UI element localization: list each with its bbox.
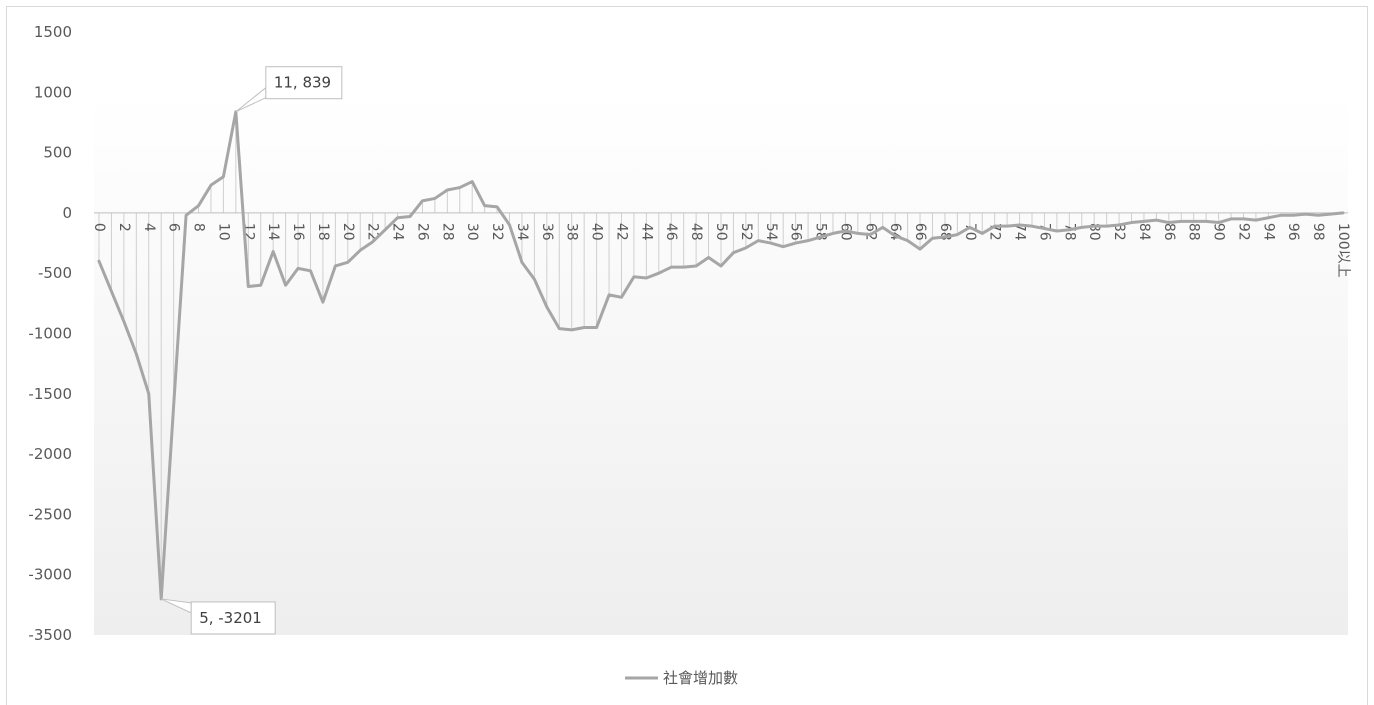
x-tick-label: 94 — [1260, 223, 1276, 241]
y-tick-label: -3500 — [28, 626, 72, 644]
x-tick-label: 16 — [290, 223, 306, 241]
x-tick-label: 54 — [763, 223, 779, 241]
y-tick-label: -2000 — [28, 445, 72, 463]
x-tick-label: 90 — [1211, 223, 1227, 241]
x-tick-label: 0 — [91, 223, 107, 232]
x-tick-label: 88 — [1186, 223, 1202, 241]
callout-box — [190, 601, 276, 635]
y-tick-label: 1500 — [34, 23, 72, 41]
x-tick-label: 10 — [215, 223, 231, 241]
y-tick-label: 0 — [62, 204, 72, 222]
x-tick-label: 4 — [141, 223, 157, 232]
x-tick-label: 86 — [1161, 223, 1177, 241]
x-tick-label: 14 — [265, 223, 281, 241]
callout-box — [265, 66, 343, 100]
y-axis: 1500 1000 500 0 -500 -1000 -1500 -2000 -2500 -300… — [28, 23, 72, 644]
y-tick-label: -1500 — [28, 385, 72, 403]
y-tick-label: -3000 — [28, 566, 72, 584]
data-callout: 5, -3201 — [160, 598, 276, 635]
x-tick-label: 52 — [738, 223, 754, 241]
series-line — [97, 110, 1345, 601]
x-tick-label: 44 — [638, 223, 654, 241]
x-tick-label: 96 — [1285, 223, 1301, 241]
x-tick-label: 26 — [414, 223, 430, 241]
x-tick-label: 18 — [315, 223, 331, 241]
x-tick-label: 42 — [613, 223, 629, 241]
callout-label: 5, -3201 — [199, 609, 262, 627]
x-tick-label: 62 — [862, 223, 878, 241]
drop-lines — [98, 111, 1332, 599]
x-tick-label: 56 — [788, 223, 804, 241]
x-tick-label: 46 — [663, 223, 679, 241]
x-tick-label: 76 — [1036, 223, 1052, 241]
y-tick-label: -500 — [38, 264, 72, 282]
x-tick-label: 48 — [688, 223, 704, 241]
x-tick-label: 100以上 — [1335, 223, 1351, 278]
x-tick-label: 74 — [1012, 223, 1028, 241]
plot-area — [94, 94, 1348, 635]
x-tick-label: 8 — [191, 223, 207, 232]
x-tick-label: 40 — [589, 223, 605, 241]
x-tick-label: 50 — [713, 223, 729, 241]
y-tick-label: 500 — [43, 144, 72, 162]
y-tick-label: 1000 — [34, 83, 72, 101]
x-tick-label: 38 — [564, 223, 580, 241]
x-tick-label: 70 — [962, 223, 978, 241]
legend: 社會增加數 — [625, 669, 738, 687]
x-tick-label: 6 — [166, 223, 182, 232]
data-callouts: 11, 839 5, -3201 — [160, 66, 343, 635]
x-tick-label: 36 — [539, 223, 555, 241]
x-tick-label: 28 — [439, 223, 455, 241]
x-tick-label: 84 — [1136, 223, 1152, 241]
callout-label: 11, 839 — [274, 74, 331, 92]
y-tick-label: -2500 — [28, 505, 72, 523]
y-tick-label: -1000 — [28, 325, 72, 343]
x-tick-label: 66 — [912, 223, 928, 241]
x-tick-label: 78 — [1061, 223, 1077, 241]
x-tick-label: 20 — [340, 223, 356, 241]
x-tick-label: 82 — [1111, 223, 1127, 241]
x-tick-label: 32 — [489, 223, 505, 241]
x-tick-label: 92 — [1235, 223, 1251, 241]
x-tick-label: 30 — [464, 223, 480, 241]
x-tick-label: 2 — [116, 223, 132, 232]
x-tick-label: 98 — [1310, 223, 1326, 241]
x-tick-label: 34 — [514, 223, 530, 241]
data-callout: 11, 839 — [235, 66, 343, 113]
x-tick-label: 24 — [390, 223, 406, 241]
legend-label: 社會增加數 — [663, 669, 738, 687]
